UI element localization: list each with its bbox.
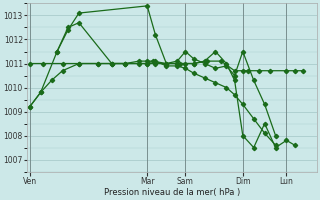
- X-axis label: Pression niveau de la mer( hPa ): Pression niveau de la mer( hPa ): [104, 188, 240, 197]
